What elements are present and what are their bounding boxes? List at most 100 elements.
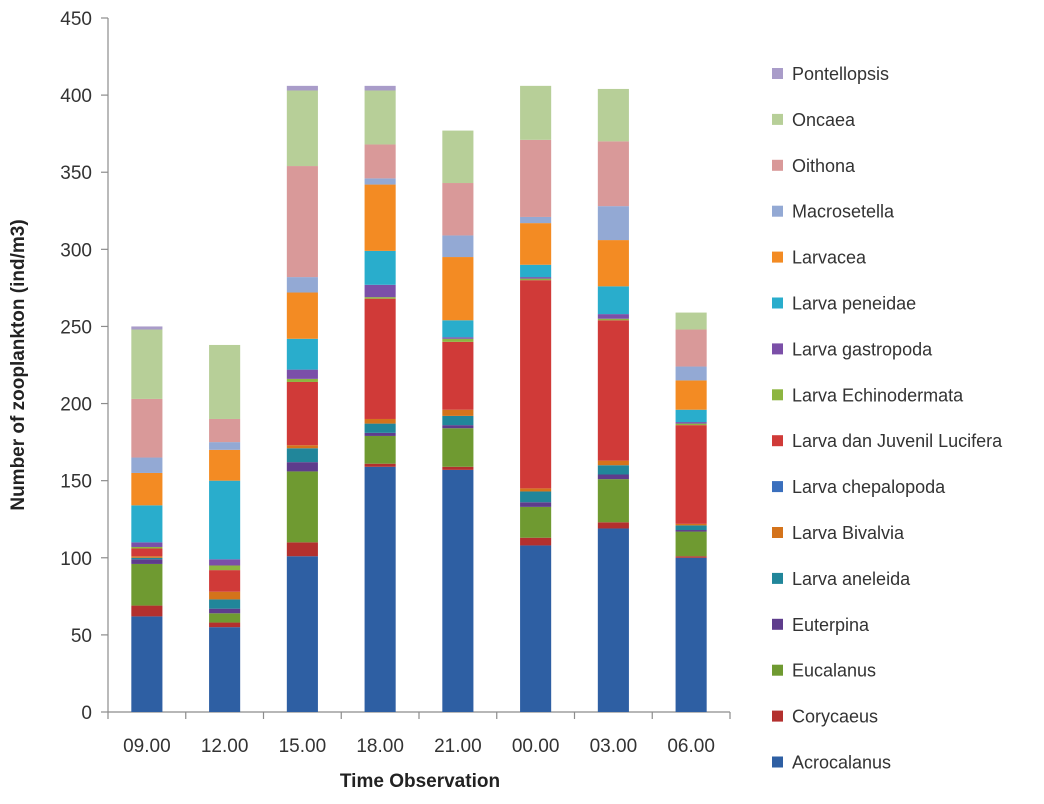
bar-segment (209, 570, 241, 592)
bar-segment (520, 264, 552, 278)
bar-segment (675, 329, 707, 367)
bar-segment (520, 223, 552, 265)
bar-segment (597, 522, 629, 529)
bar-segment (675, 366, 707, 381)
y-tick-label: 350 (60, 163, 92, 184)
bar-segment (675, 523, 707, 526)
bar-segment (442, 425, 474, 429)
bar-segment (209, 344, 241, 419)
bar-segment (286, 462, 318, 472)
legend-label: Pontellopsis (792, 64, 889, 84)
x-tick-label: 06.00 (667, 736, 715, 757)
bar-segment (597, 320, 629, 461)
bar-segment (675, 422, 707, 424)
bar-segment (209, 608, 241, 614)
bar-segment (675, 423, 707, 426)
bar-segment (597, 240, 629, 287)
bar-segment (442, 415, 474, 426)
bar-segment (675, 425, 707, 524)
legend: Pontellopsis Oncaea Oithona Macrosetella Lar… (772, 64, 1003, 773)
bar-segment (286, 85, 318, 91)
x-axis: 09.00 12.00 15.00 18.00 21.00 00.00 03.00 06.00 (107, 711, 731, 757)
legend-swatch (772, 435, 783, 447)
y-tick-label: 50 (71, 626, 92, 647)
bar-segment (597, 206, 629, 241)
bar-segment (131, 548, 163, 557)
bar-segment (597, 141, 629, 207)
bar-segment (364, 435, 396, 464)
bar-segment (520, 280, 552, 489)
bar-segment (209, 599, 241, 609)
bar-segment (520, 506, 552, 538)
x-tick-label: 15.00 (279, 736, 327, 757)
bar-segment (131, 505, 163, 543)
legend-swatch (772, 68, 783, 79)
legend-swatch (772, 527, 783, 538)
legend-swatch (772, 756, 783, 768)
bar-segment (131, 556, 163, 558)
legend-label: Larva gastropoda (792, 339, 933, 359)
bar-segment (131, 563, 163, 606)
bars (131, 85, 707, 712)
y-tick-label: 450 (60, 9, 92, 30)
bar-segment (597, 528, 629, 712)
bar-segment (364, 184, 396, 251)
legend-swatch (772, 664, 783, 676)
bar-segment (364, 298, 396, 419)
bar-segment (597, 474, 629, 480)
bar-segment (442, 183, 474, 236)
legend-label: Larva chepalopoda (792, 477, 946, 497)
legend-label: Macrosetella (792, 202, 895, 222)
y-tick-label: 0 (81, 703, 92, 724)
bar-segment (442, 257, 474, 321)
bar-segment (131, 472, 163, 506)
bar-segment (364, 432, 396, 436)
legend-swatch (772, 343, 783, 355)
bar-segment (364, 178, 396, 185)
legend-label: Oithona (792, 156, 856, 176)
legend-label: Corycaeus (792, 707, 878, 727)
bar-segment (442, 338, 474, 342)
bar-segment (597, 465, 629, 475)
legend-swatch (772, 618, 783, 630)
bar-segment (520, 139, 552, 217)
bar-segment (364, 144, 396, 179)
bar-segment (442, 409, 474, 416)
x-tick-label: 21.00 (434, 736, 482, 757)
bar-segment (286, 448, 318, 463)
bar-segment (364, 297, 396, 299)
bar-segment (675, 557, 707, 712)
bar-segment (675, 531, 707, 557)
bar-segment (520, 85, 552, 140)
bar-segment (131, 326, 163, 330)
bar-segment (131, 616, 163, 712)
bar-segment (131, 559, 163, 564)
bar-segment (364, 284, 396, 298)
bar-segment (209, 559, 241, 566)
legend-label: Larva aneleida (792, 569, 911, 589)
bar-segment (209, 449, 241, 481)
legend-label: Euterpina (792, 615, 870, 635)
bar-segment (286, 471, 318, 543)
bar-segment (286, 292, 318, 339)
x-tick-label: 03.00 (590, 736, 638, 757)
bar-segment (131, 605, 163, 617)
legend-swatch (772, 159, 783, 171)
bar-segment (286, 381, 318, 446)
y-tick-label: 100 (60, 549, 92, 570)
bar-segment (442, 341, 474, 410)
bar-segment (597, 286, 629, 315)
bar-segment (675, 409, 707, 423)
bar-segment (364, 423, 396, 433)
bar-segment (209, 442, 241, 450)
y-axis: 0 50 100 150 200 250 300 350 400 450 (60, 9, 109, 724)
bar-segment (520, 278, 552, 281)
bar-segment (520, 488, 552, 492)
legend-swatch (772, 481, 783, 493)
bar-segment (286, 166, 318, 278)
bar-segment (286, 338, 318, 370)
x-tick-label: 09.00 (123, 736, 171, 757)
bar-segment (675, 556, 707, 558)
